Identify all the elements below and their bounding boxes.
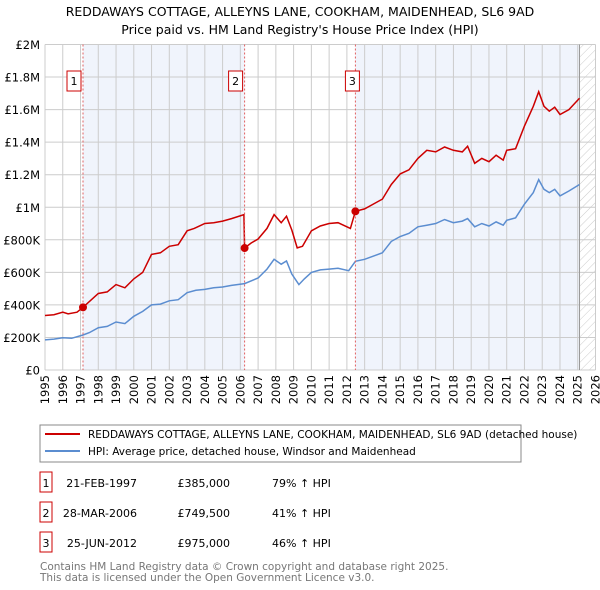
- chart-subtitle: Price paid vs. HM Land Registry's House …: [121, 22, 478, 37]
- x-tick-label: 2005: [216, 375, 230, 404]
- y-tick-label: £1.2M: [4, 168, 40, 182]
- x-tick-label: 2015: [393, 375, 407, 404]
- x-tick-label: 2013: [358, 375, 372, 404]
- sale-point: [240, 244, 249, 253]
- sale-point: [351, 207, 360, 216]
- sale-point: [79, 303, 88, 312]
- y-tick-label: £1.8M: [4, 71, 40, 85]
- x-tick-label: 2007: [251, 375, 265, 404]
- y-tick-label: £1M: [15, 201, 40, 215]
- legend: [39, 424, 522, 463]
- hpi-line: [44, 177, 580, 341]
- sale-row-price: £749,500: [178, 507, 231, 520]
- sale-row-date: 25-JUN-2012: [67, 537, 137, 550]
- sale-row-badge: [39, 471, 53, 493]
- y-tick-label: £400K: [3, 298, 40, 312]
- sale-row-date: 28-MAR-2006: [63, 507, 137, 520]
- x-tick-label: 2002: [162, 375, 176, 404]
- x-tick-label: 2000: [127, 375, 141, 404]
- sale-row-badge: [39, 501, 53, 523]
- sale-marker-label: 2: [232, 75, 239, 88]
- sale-row-date: 21-FEB-1997: [66, 477, 137, 490]
- footer-licence: This data is licensed under the Open Gov…: [39, 572, 375, 584]
- x-tick-label: 2018: [446, 375, 460, 404]
- sale-marker-box: [228, 70, 244, 92]
- x-tick-label: 2003: [180, 375, 194, 404]
- y-tick-label: £200K: [3, 331, 40, 345]
- x-tick-label: 2008: [269, 375, 283, 404]
- y-tick-label: £2M: [15, 38, 40, 52]
- sale-row-id: 2: [43, 507, 50, 520]
- y-tick-label: £0: [25, 364, 40, 378]
- x-tick-label: 2009: [287, 375, 301, 404]
- x-tick-label: 2016: [411, 375, 425, 404]
- sale-marker-box: [66, 70, 82, 92]
- sale-row-hpi: 46% ↑ HPI: [272, 537, 331, 550]
- x-tick-label: 2004: [198, 375, 212, 404]
- x-tick-label: 2001: [145, 375, 159, 404]
- x-tick-label: 2014: [375, 375, 389, 404]
- x-tick-label: 2025: [571, 375, 585, 404]
- x-tick-label: 2019: [464, 375, 478, 404]
- sale-row-price: £385,000: [178, 477, 231, 490]
- footer-copyright: Contains HM Land Registry data © Crown c…: [40, 561, 448, 573]
- sale-row-id: 3: [43, 537, 50, 550]
- x-tick-label: 2023: [535, 375, 549, 404]
- x-tick-label: 2024: [553, 375, 567, 404]
- legend-hpi: HPI: Average price, detached house, Wind…: [88, 446, 416, 458]
- y-tick-label: £1.4M: [4, 136, 40, 150]
- legend-property: REDDAWAYS COTTAGE, ALLEYNS LANE, COOKHAM…: [88, 429, 577, 441]
- x-tick-label: 1998: [91, 375, 105, 404]
- x-tick-label: 2011: [322, 375, 336, 404]
- y-tick-label: £800K: [3, 233, 40, 247]
- sale-row-badge: [39, 531, 53, 553]
- price-paid-line: [44, 89, 581, 317]
- y-tick-label: £600K: [3, 266, 40, 280]
- x-tick-label: 2010: [304, 375, 318, 404]
- x-tick-label: 2020: [482, 375, 496, 404]
- x-tick-label: 2012: [340, 375, 354, 404]
- x-tick-label: 1999: [109, 375, 123, 404]
- sale-marker-label: 3: [349, 75, 356, 88]
- x-tick-label: 2022: [517, 375, 531, 404]
- x-tick-label: 2021: [500, 375, 514, 404]
- x-tick-label: 1997: [74, 375, 88, 404]
- x-tick-label: 2006: [233, 375, 247, 404]
- y-tick-label: £1.6M: [4, 103, 40, 117]
- x-tick-label: 1996: [56, 375, 70, 404]
- sale-marker-box: [344, 70, 360, 92]
- x-tick-label: 2026: [589, 375, 600, 404]
- sale-marker-label: 1: [71, 75, 78, 88]
- sale-row-hpi: 41% ↑ HPI: [272, 507, 331, 520]
- chart-title: REDDAWAYS COTTAGE, ALLEYNS LANE, COOKHAM…: [66, 4, 535, 19]
- sale-row-id: 1: [43, 477, 50, 490]
- x-tick-label: 2017: [429, 375, 443, 404]
- x-tick-label: 1995: [38, 375, 52, 404]
- sale-row-hpi: 79% ↑ HPI: [272, 477, 331, 490]
- sale-row-price: £975,000: [178, 537, 231, 550]
